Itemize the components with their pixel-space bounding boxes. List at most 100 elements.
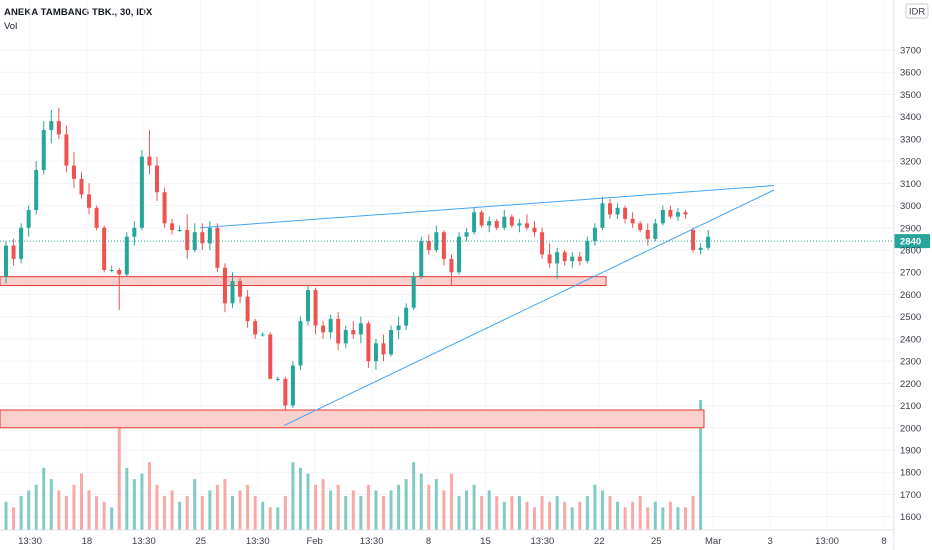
currency-badge[interactable]: IDR xyxy=(905,3,929,19)
candle xyxy=(691,227,696,253)
candle xyxy=(540,227,545,259)
volume-bar xyxy=(57,490,61,530)
candle-body xyxy=(668,210,673,217)
candle-body xyxy=(547,254,552,264)
candle-body xyxy=(698,247,703,250)
candle-body xyxy=(200,232,205,244)
price-axis[interactable]: 1600 1700 1800 1900 2000 2100 2200 2300 2400 2500… xyxy=(893,0,921,550)
candle xyxy=(645,223,650,246)
currency-badge-text: IDR xyxy=(909,7,926,18)
candle-body xyxy=(71,165,76,179)
candle-body xyxy=(441,232,446,259)
price-tick-label: 2700 xyxy=(900,268,921,279)
volume-bar xyxy=(487,490,491,530)
volume-bar xyxy=(442,490,446,530)
volume-bars xyxy=(4,400,703,530)
volume-bar xyxy=(12,507,16,530)
volume-bar xyxy=(366,484,370,530)
candle-body xyxy=(645,230,650,239)
candle-body xyxy=(638,223,643,230)
volume-bar xyxy=(661,507,665,530)
candle xyxy=(358,316,363,344)
volume-bar xyxy=(374,490,378,530)
last-price-value: 2840 xyxy=(900,237,921,248)
candle xyxy=(4,241,8,284)
candle xyxy=(283,376,288,410)
candle-body xyxy=(562,252,567,262)
volume-bar xyxy=(359,496,363,530)
time-tick-label: 18 xyxy=(82,536,93,547)
candle xyxy=(298,316,303,370)
candle xyxy=(547,243,552,268)
trendlines xyxy=(199,185,775,427)
price-tick-label: 2000 xyxy=(900,423,921,434)
time-axis[interactable]: 13:30 18 13:30 25 13:30 Feb 13:30 8 15 13:30 22 25 M… xyxy=(0,529,894,547)
candle-body xyxy=(479,212,484,226)
volume-bar xyxy=(389,490,393,530)
candle xyxy=(698,243,703,255)
time-tick-label: 13:30 xyxy=(360,536,384,547)
candle-body xyxy=(502,216,507,228)
price-tick-label: 2400 xyxy=(900,334,921,345)
volume-bar xyxy=(19,496,23,530)
symbol-title: ANEKA TAMBANG TBK., 30, IDX xyxy=(4,7,153,18)
volume-bar xyxy=(42,467,46,530)
volume-bar xyxy=(502,501,506,530)
volume-bar xyxy=(185,496,189,530)
volume-bar xyxy=(276,507,280,530)
volume-bar xyxy=(465,490,469,530)
candle xyxy=(660,205,665,226)
candle-body xyxy=(449,258,454,273)
candle xyxy=(585,236,590,264)
time-tick-label: 15 xyxy=(480,536,491,547)
candle xyxy=(177,225,182,233)
candle-body xyxy=(11,245,16,259)
candle-body xyxy=(570,256,575,262)
candle xyxy=(87,183,92,215)
time-tick-label: 22 xyxy=(594,536,605,547)
candle xyxy=(555,247,560,279)
price-zone xyxy=(0,409,705,429)
candle-body xyxy=(600,203,605,228)
volume-bar xyxy=(64,496,68,530)
time-tick-label: Feb xyxy=(306,536,322,547)
candle xyxy=(162,187,167,228)
candle xyxy=(41,121,46,175)
candle-body xyxy=(215,227,220,268)
price-tick-label: 3100 xyxy=(900,179,921,190)
time-tick-label: Mar xyxy=(705,536,721,547)
candle-body xyxy=(207,227,212,244)
volume-bar xyxy=(314,484,318,530)
volume-bar xyxy=(132,479,136,530)
candle xyxy=(464,227,469,242)
time-tick-label: 8 xyxy=(881,536,886,547)
candle xyxy=(94,205,99,230)
volume-bar xyxy=(34,484,38,530)
volume-bar xyxy=(291,462,295,530)
volume-bar xyxy=(540,496,544,530)
volume-bar xyxy=(344,496,348,530)
volume-bar xyxy=(261,501,265,530)
candle xyxy=(245,290,250,328)
candle xyxy=(457,232,461,275)
candle xyxy=(675,207,680,222)
candle-body xyxy=(464,232,469,237)
price-tick-label: 3700 xyxy=(900,46,921,57)
candle xyxy=(109,265,114,273)
candle xyxy=(192,223,197,253)
candle-body xyxy=(683,212,688,215)
candle xyxy=(396,316,401,339)
candle xyxy=(71,152,76,188)
time-tick-label: 3 xyxy=(767,536,772,547)
candle-body xyxy=(343,330,348,344)
candle xyxy=(185,214,190,259)
candle xyxy=(268,332,273,379)
time-tick-label: 25 xyxy=(651,536,662,547)
volume-bar xyxy=(80,473,83,530)
candle xyxy=(479,210,484,228)
volume-bar xyxy=(49,479,53,530)
volume-bar xyxy=(215,484,219,530)
candle-body xyxy=(283,378,288,406)
candle-body xyxy=(706,236,711,248)
